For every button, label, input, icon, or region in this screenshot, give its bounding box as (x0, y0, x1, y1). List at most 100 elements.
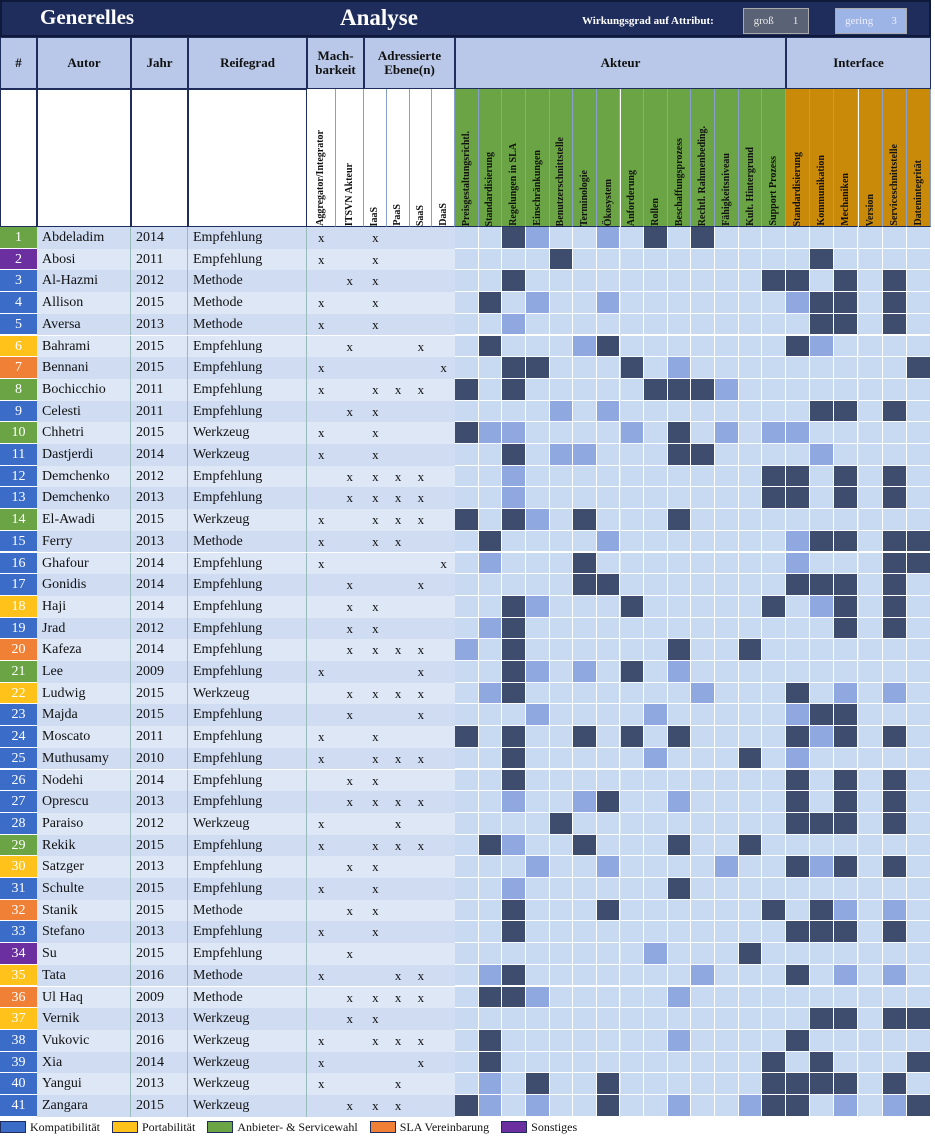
row-autor: Al-Hazmi (37, 270, 131, 293)
akteur-cell (455, 487, 479, 510)
row-ebene-cell: x (394, 685, 402, 701)
akteur-cell (596, 769, 621, 792)
akteur-cell (738, 313, 763, 336)
interface-cell (786, 986, 811, 1009)
row-ebene-cell (410, 726, 433, 748)
interface-cell (882, 357, 907, 379)
akteur-cell (644, 639, 668, 661)
interface-cell (906, 1029, 931, 1052)
interface-subheader-3: Version (858, 89, 883, 227)
akteur-cell (620, 574, 645, 596)
interface-cell (858, 270, 883, 293)
akteur-cell (573, 986, 597, 1009)
akteur-cell (715, 639, 739, 661)
akteur-cell (549, 899, 574, 922)
legend-swatch (369, 1121, 396, 1133)
row-reife: Werkzeug (188, 444, 307, 466)
akteur-cell (620, 292, 645, 314)
wirkungsgrad-label: Wirkungsgrad auf Attribut: (582, 15, 714, 27)
row-mach-mx (307, 856, 336, 878)
akteur-cell (715, 270, 739, 293)
akteur-cell (691, 899, 716, 922)
akteur-cell (691, 313, 716, 336)
row-jahr: 2012 (131, 270, 188, 293)
row-ebene-cell: x (372, 729, 379, 745)
akteur-cell (502, 1008, 526, 1030)
row-jahr: 2015 (131, 335, 188, 358)
akteur-cell (502, 986, 526, 1009)
row-ebene-cell: x (372, 881, 379, 896)
row-autor: Allison (37, 292, 131, 314)
akteur-cell (573, 639, 597, 661)
row-ebene-cell: x (440, 555, 447, 571)
interface-cell (810, 487, 835, 510)
akteur-cell (525, 509, 550, 531)
interface-cell (858, 1073, 883, 1095)
row-ebene-cell (364, 704, 387, 726)
akteur-cell (620, 878, 645, 900)
row-jahr: 2013 (131, 487, 188, 510)
akteur-cell (573, 465, 597, 488)
row-ebene-cell (410, 921, 433, 943)
interface-cell (834, 617, 859, 640)
table-row: 35 Tata 2016 Methode x x x (0, 964, 931, 987)
row-number: 31 (0, 878, 37, 900)
ebene-subheader-label: IaaS (369, 206, 381, 226)
interface-cell (882, 856, 907, 878)
row-number: 30 (0, 856, 37, 878)
akteur-cell (620, 444, 645, 466)
interface-cell (906, 747, 931, 770)
interface-cell (906, 335, 931, 358)
table-row: 13 Demchenko 2013 Empfehlung x x x x (0, 487, 931, 510)
akteur-cell (478, 227, 503, 249)
row-number: 23 (0, 704, 37, 727)
interface-cell (906, 791, 931, 813)
akteur-cell (478, 378, 503, 401)
row-reife: Methode (188, 292, 307, 314)
row-ebene-cell (364, 336, 387, 358)
row-ebene-cell (432, 987, 455, 1009)
row-ebene-cell: x (417, 664, 425, 679)
akteur-cell (620, 986, 645, 1009)
row-ebene-cell (432, 531, 455, 553)
row-number: 13 (0, 487, 37, 510)
interface-cell (906, 639, 931, 661)
row-reife: Empfehlung (188, 943, 307, 965)
interface-cell (882, 270, 907, 293)
akteur-cell (549, 248, 574, 271)
row-autor: Vernik (37, 1008, 131, 1030)
interface-cell (834, 812, 859, 835)
akteur-cell (644, 986, 668, 1009)
interface-cell (882, 769, 907, 792)
akteur-cell (691, 1051, 716, 1074)
row-ebene-cell: x (417, 468, 425, 484)
interface-cell (834, 270, 859, 293)
interface-cell (834, 292, 859, 314)
row-autor: Bahrami (37, 335, 131, 358)
akteur-cell (620, 1095, 645, 1117)
row-reife: Empfehlung (188, 791, 307, 813)
row-number: 25 (0, 747, 37, 770)
akteur-cell (644, 465, 668, 488)
interface-cell (882, 1051, 907, 1074)
akteur-cell (596, 986, 621, 1009)
interface-cell (882, 617, 907, 640)
row-ebene-cell (387, 900, 410, 922)
interface-cell (834, 943, 859, 965)
interface-cell (882, 422, 907, 444)
row-reife: Methode (188, 986, 307, 1009)
row-mach-it: x (346, 1011, 354, 1027)
akteur-cell (596, 878, 621, 900)
akteur-cell (525, 617, 550, 640)
row-ebene-cell (410, 227, 433, 249)
interface-cell (882, 400, 907, 423)
akteur-cell (644, 726, 668, 748)
interface-cell (834, 1008, 859, 1030)
row-ebene-cell (410, 249, 433, 271)
akteur-cell (762, 964, 786, 987)
row-mach-it (336, 921, 365, 943)
interface-cell (786, 444, 811, 466)
akteur-cell (596, 834, 621, 857)
interface-cell (858, 921, 883, 944)
akteur-cell (667, 1095, 692, 1117)
